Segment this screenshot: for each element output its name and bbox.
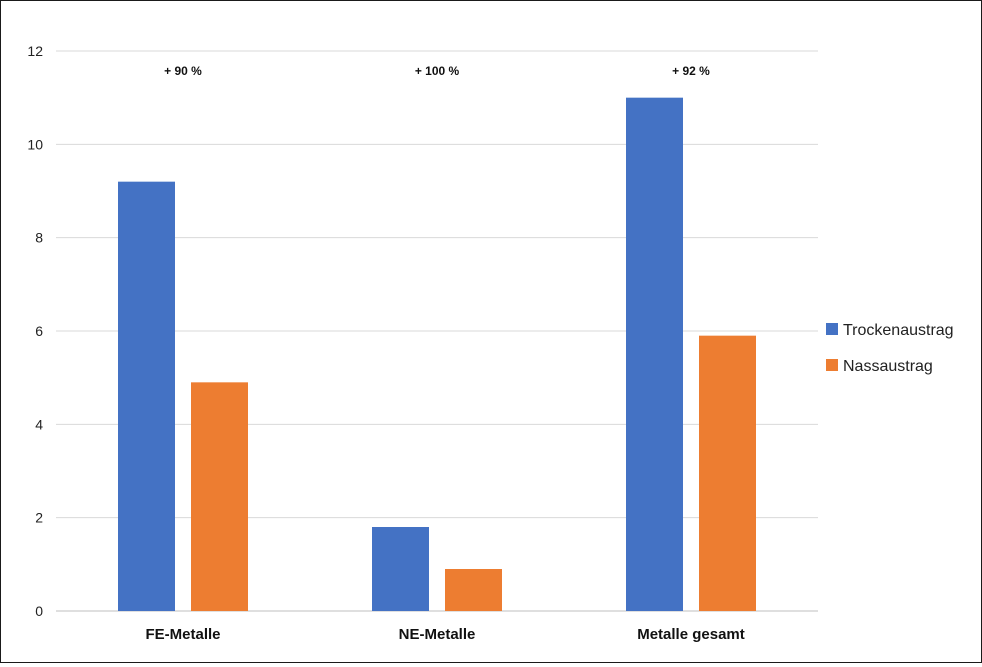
percent-increase-annotation: + 100 %: [415, 64, 460, 78]
legend: Trockenaustrag Nassaustrag: [826, 322, 954, 375]
bar-trockenaustrag-3: [626, 97, 683, 611]
y-tick-label: 12: [27, 43, 43, 59]
x-category-label: FE-Metalle: [145, 626, 220, 643]
bar-trockenaustrag-1: [118, 181, 175, 611]
bars: [118, 97, 756, 611]
y-tick-label: 6: [35, 323, 43, 339]
y-tick-label: 0: [35, 603, 43, 619]
x-category-label: Metalle gesamt: [637, 626, 745, 643]
bar-nassaustrag-1: [191, 382, 248, 611]
y-tick-label: 10: [27, 136, 43, 152]
y-axis-ticks: 0 2 4 6 8 10 12: [27, 43, 43, 619]
x-axis-categories: FE-Metalle NE-Metalle Metalle gesamt: [145, 626, 744, 643]
bar-nassaustrag-2: [445, 569, 502, 611]
legend-label: Nassaustrag: [843, 358, 933, 375]
y-tick-label: 4: [35, 416, 43, 432]
percent-increase-annotation: + 90 %: [164, 64, 202, 78]
y-tick-label: 2: [35, 510, 43, 526]
annotations: + 90 % + 100 % + 92 %: [164, 64, 710, 78]
bar-trockenaustrag-2: [372, 527, 429, 611]
bar-nassaustrag-3: [699, 335, 756, 611]
x-category-label: NE-Metalle: [399, 626, 476, 643]
legend-label: Trockenaustrag: [843, 322, 954, 339]
y-tick-label: 8: [35, 230, 43, 246]
legend-swatch: [826, 323, 838, 335]
legend-swatch: [826, 359, 838, 371]
percent-increase-annotation: + 92 %: [672, 64, 710, 78]
gridlines: [56, 50, 818, 612]
